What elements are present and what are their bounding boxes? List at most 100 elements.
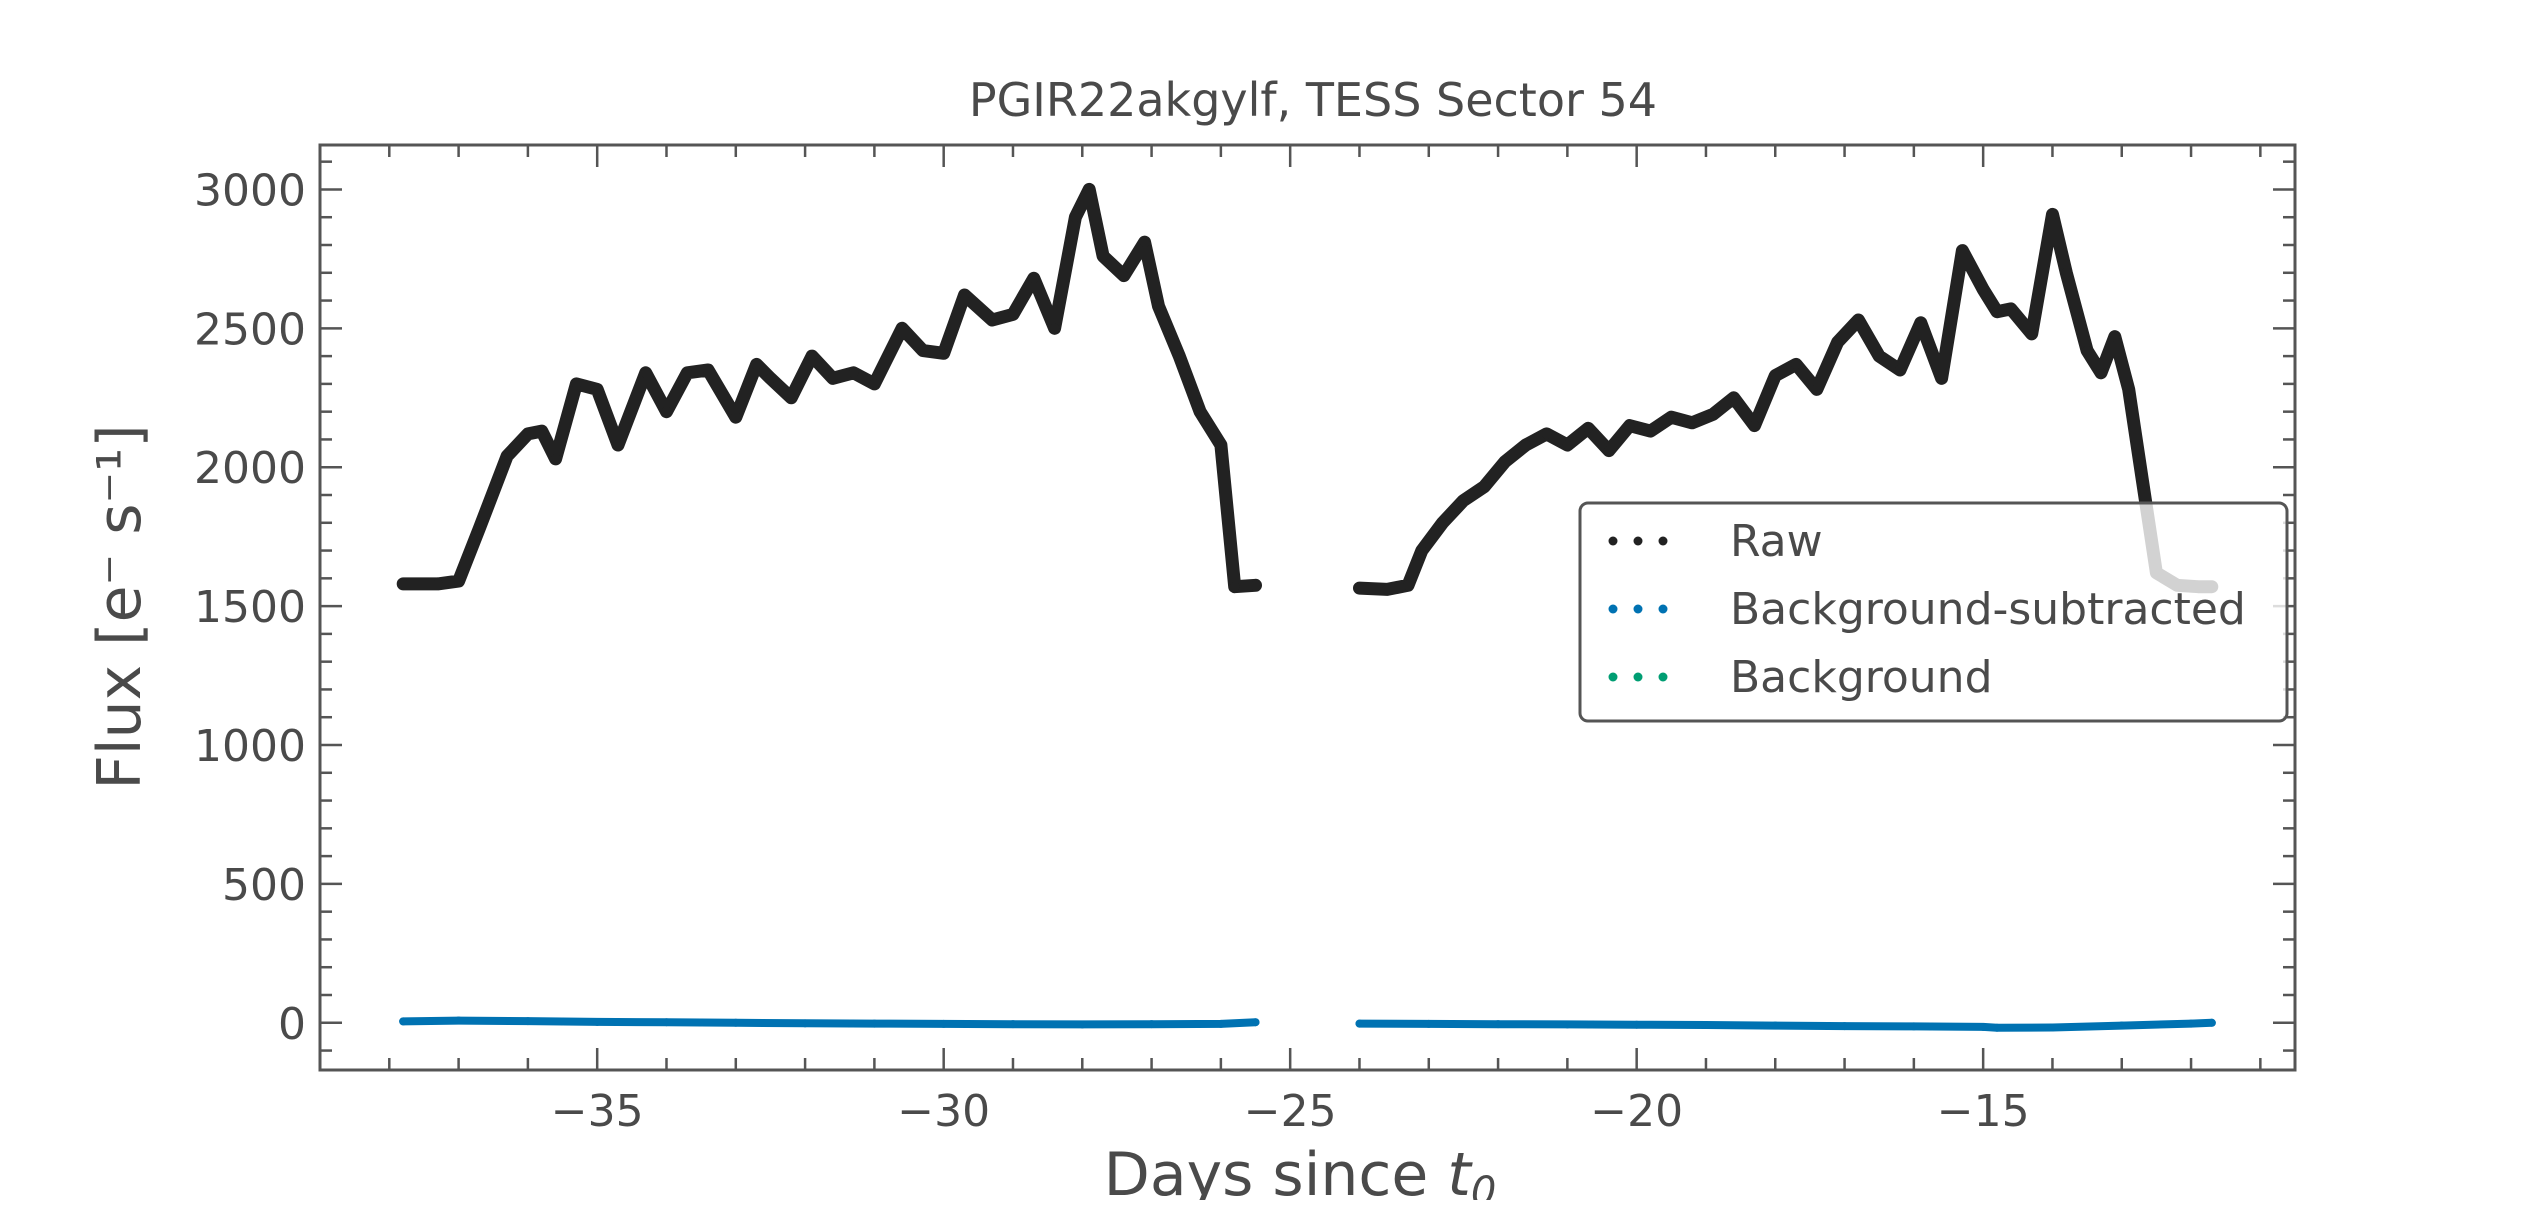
- data-point-raw: [1215, 440, 1226, 450]
- data-point-raw: [1153, 301, 1164, 312]
- data-point-raw: [474, 523, 485, 534]
- data-point-background-subtracted: [870, 1019, 879, 1028]
- data-point-raw: [1416, 545, 1427, 556]
- data-point-background-subtracted: [1216, 1019, 1225, 1028]
- legend-marker: [1608, 672, 1618, 682]
- data-point-raw: [1936, 373, 1947, 384]
- data-point-raw: [592, 384, 603, 395]
- legend-marker: [1633, 672, 1643, 682]
- data-point-raw: [1666, 412, 1677, 423]
- data-point-raw: [938, 348, 949, 359]
- data-point-raw: [2005, 303, 2016, 314]
- legend-label: Background-subtracted: [1730, 584, 2246, 635]
- y-tick-label: 500: [222, 860, 306, 911]
- y-tick-label: 2000: [194, 443, 306, 494]
- data-point-background-subtracted: [1078, 1020, 1087, 1029]
- data-point-background-subtracted: [1771, 1021, 1780, 1030]
- data-point-raw: [848, 367, 859, 378]
- data-point-background-subtracted: [1909, 1022, 1918, 1031]
- data-point-raw: [1978, 284, 1989, 295]
- data-point-raw: [1028, 273, 1039, 284]
- data-point-background-subtracted: [1251, 1018, 1260, 1027]
- data-point-raw: [1195, 406, 1206, 417]
- y-axis: 0 500 1000 1500 2000 2500 3000: [194, 160, 2295, 1052]
- legend-marker: [1633, 536, 1643, 546]
- series-background-subtracted: [399, 1016, 2216, 1032]
- data-point-raw: [640, 367, 651, 378]
- data-point-background-subtracted: [1563, 1020, 1572, 1029]
- data-point-background-subtracted: [1701, 1021, 1710, 1029]
- data-point-background-subtracted: [662, 1018, 671, 1027]
- data-point-raw: [917, 345, 928, 356]
- data-point-raw: [661, 406, 672, 417]
- data-point-background-subtracted: [939, 1019, 948, 1028]
- data-point-raw: [2109, 331, 2120, 342]
- data-point-background-subtracted: [1424, 1019, 1433, 1028]
- data-point-raw: [2061, 267, 2072, 278]
- data-point-raw: [987, 315, 998, 325]
- legend-label: Raw: [1730, 516, 1823, 567]
- data-point-raw: [432, 578, 443, 589]
- data-point-raw: [1250, 580, 1261, 591]
- x-tick-label: −35: [551, 1086, 644, 1137]
- data-point-raw: [1070, 212, 1081, 223]
- data-point-raw: [1520, 440, 1531, 450]
- data-point-raw: [1354, 583, 1365, 594]
- legend-label: Background: [1730, 652, 1993, 703]
- data-point-raw: [897, 323, 908, 334]
- data-point-background-subtracted: [2187, 1019, 2196, 1028]
- data-point-background-subtracted: [2117, 1021, 2126, 1030]
- data-point-background-subtracted: [1840, 1022, 1849, 1031]
- data-point-raw: [1458, 495, 1469, 506]
- data-point-raw: [1728, 392, 1739, 403]
- data-point-raw: [1174, 351, 1185, 362]
- x-tick-label: −20: [1590, 1086, 1683, 1137]
- data-point-background-subtracted: [1494, 1020, 1503, 1029]
- data-point-raw: [1098, 251, 1109, 262]
- data-point-raw: [1624, 420, 1635, 431]
- series-trace-background-subtracted: [399, 1016, 2216, 1032]
- data-point-raw: [398, 578, 409, 589]
- data-point-raw: [1811, 384, 1822, 395]
- data-point-raw: [536, 426, 547, 437]
- data-point-raw: [2026, 328, 2037, 339]
- data-point-raw: [1402, 580, 1413, 591]
- data-point-raw: [1749, 420, 1760, 431]
- data-point-background-subtracted: [1355, 1019, 1364, 1028]
- data-point-raw: [1957, 245, 1968, 256]
- data-point-raw: [612, 440, 623, 450]
- data-point-raw: [765, 373, 776, 384]
- data-point-background-subtracted: [1147, 1020, 1156, 1029]
- legend-box: [1578, 501, 2289, 723]
- data-point-raw: [2123, 384, 2134, 395]
- data-point-background-subtracted: [731, 1018, 740, 1027]
- data-point-raw: [1791, 359, 1802, 370]
- data-point-raw: [2095, 367, 2106, 378]
- data-point-raw: [869, 378, 880, 389]
- data-point-background-subtracted: [801, 1019, 810, 1028]
- y-tick-label: 2500: [194, 304, 306, 355]
- data-point-raw: [1541, 428, 1552, 439]
- data-point-background-subtracted: [2048, 1023, 2057, 1032]
- legend-item-raw: Raw: [1608, 516, 1823, 567]
- data-point-raw: [1915, 317, 1926, 328]
- x-tick-label: −25: [1244, 1086, 1337, 1137]
- data-point-raw: [1007, 309, 1018, 320]
- data-point-raw: [703, 365, 714, 375]
- data-point-raw: [522, 428, 533, 439]
- data-point-raw: [1562, 440, 1573, 450]
- legend-marker: [1608, 604, 1618, 614]
- y-tick-label: 0: [278, 999, 306, 1050]
- data-point-raw: [1770, 370, 1781, 381]
- data-point-raw: [1479, 481, 1490, 492]
- x-tick-label: −15: [1937, 1086, 2030, 1137]
- data-point-raw: [1437, 517, 1448, 528]
- data-point-background-subtracted: [1632, 1020, 1641, 1029]
- data-point-background-subtracted: [399, 1017, 408, 1026]
- data-point-raw: [1853, 315, 1864, 325]
- y-tick-label: 1500: [194, 582, 306, 633]
- data-point-background-subtracted: [1993, 1023, 2002, 1032]
- y-axis-label: Flux [e⁻ s⁻¹]: [85, 424, 155, 789]
- data-point-raw: [1583, 423, 1594, 434]
